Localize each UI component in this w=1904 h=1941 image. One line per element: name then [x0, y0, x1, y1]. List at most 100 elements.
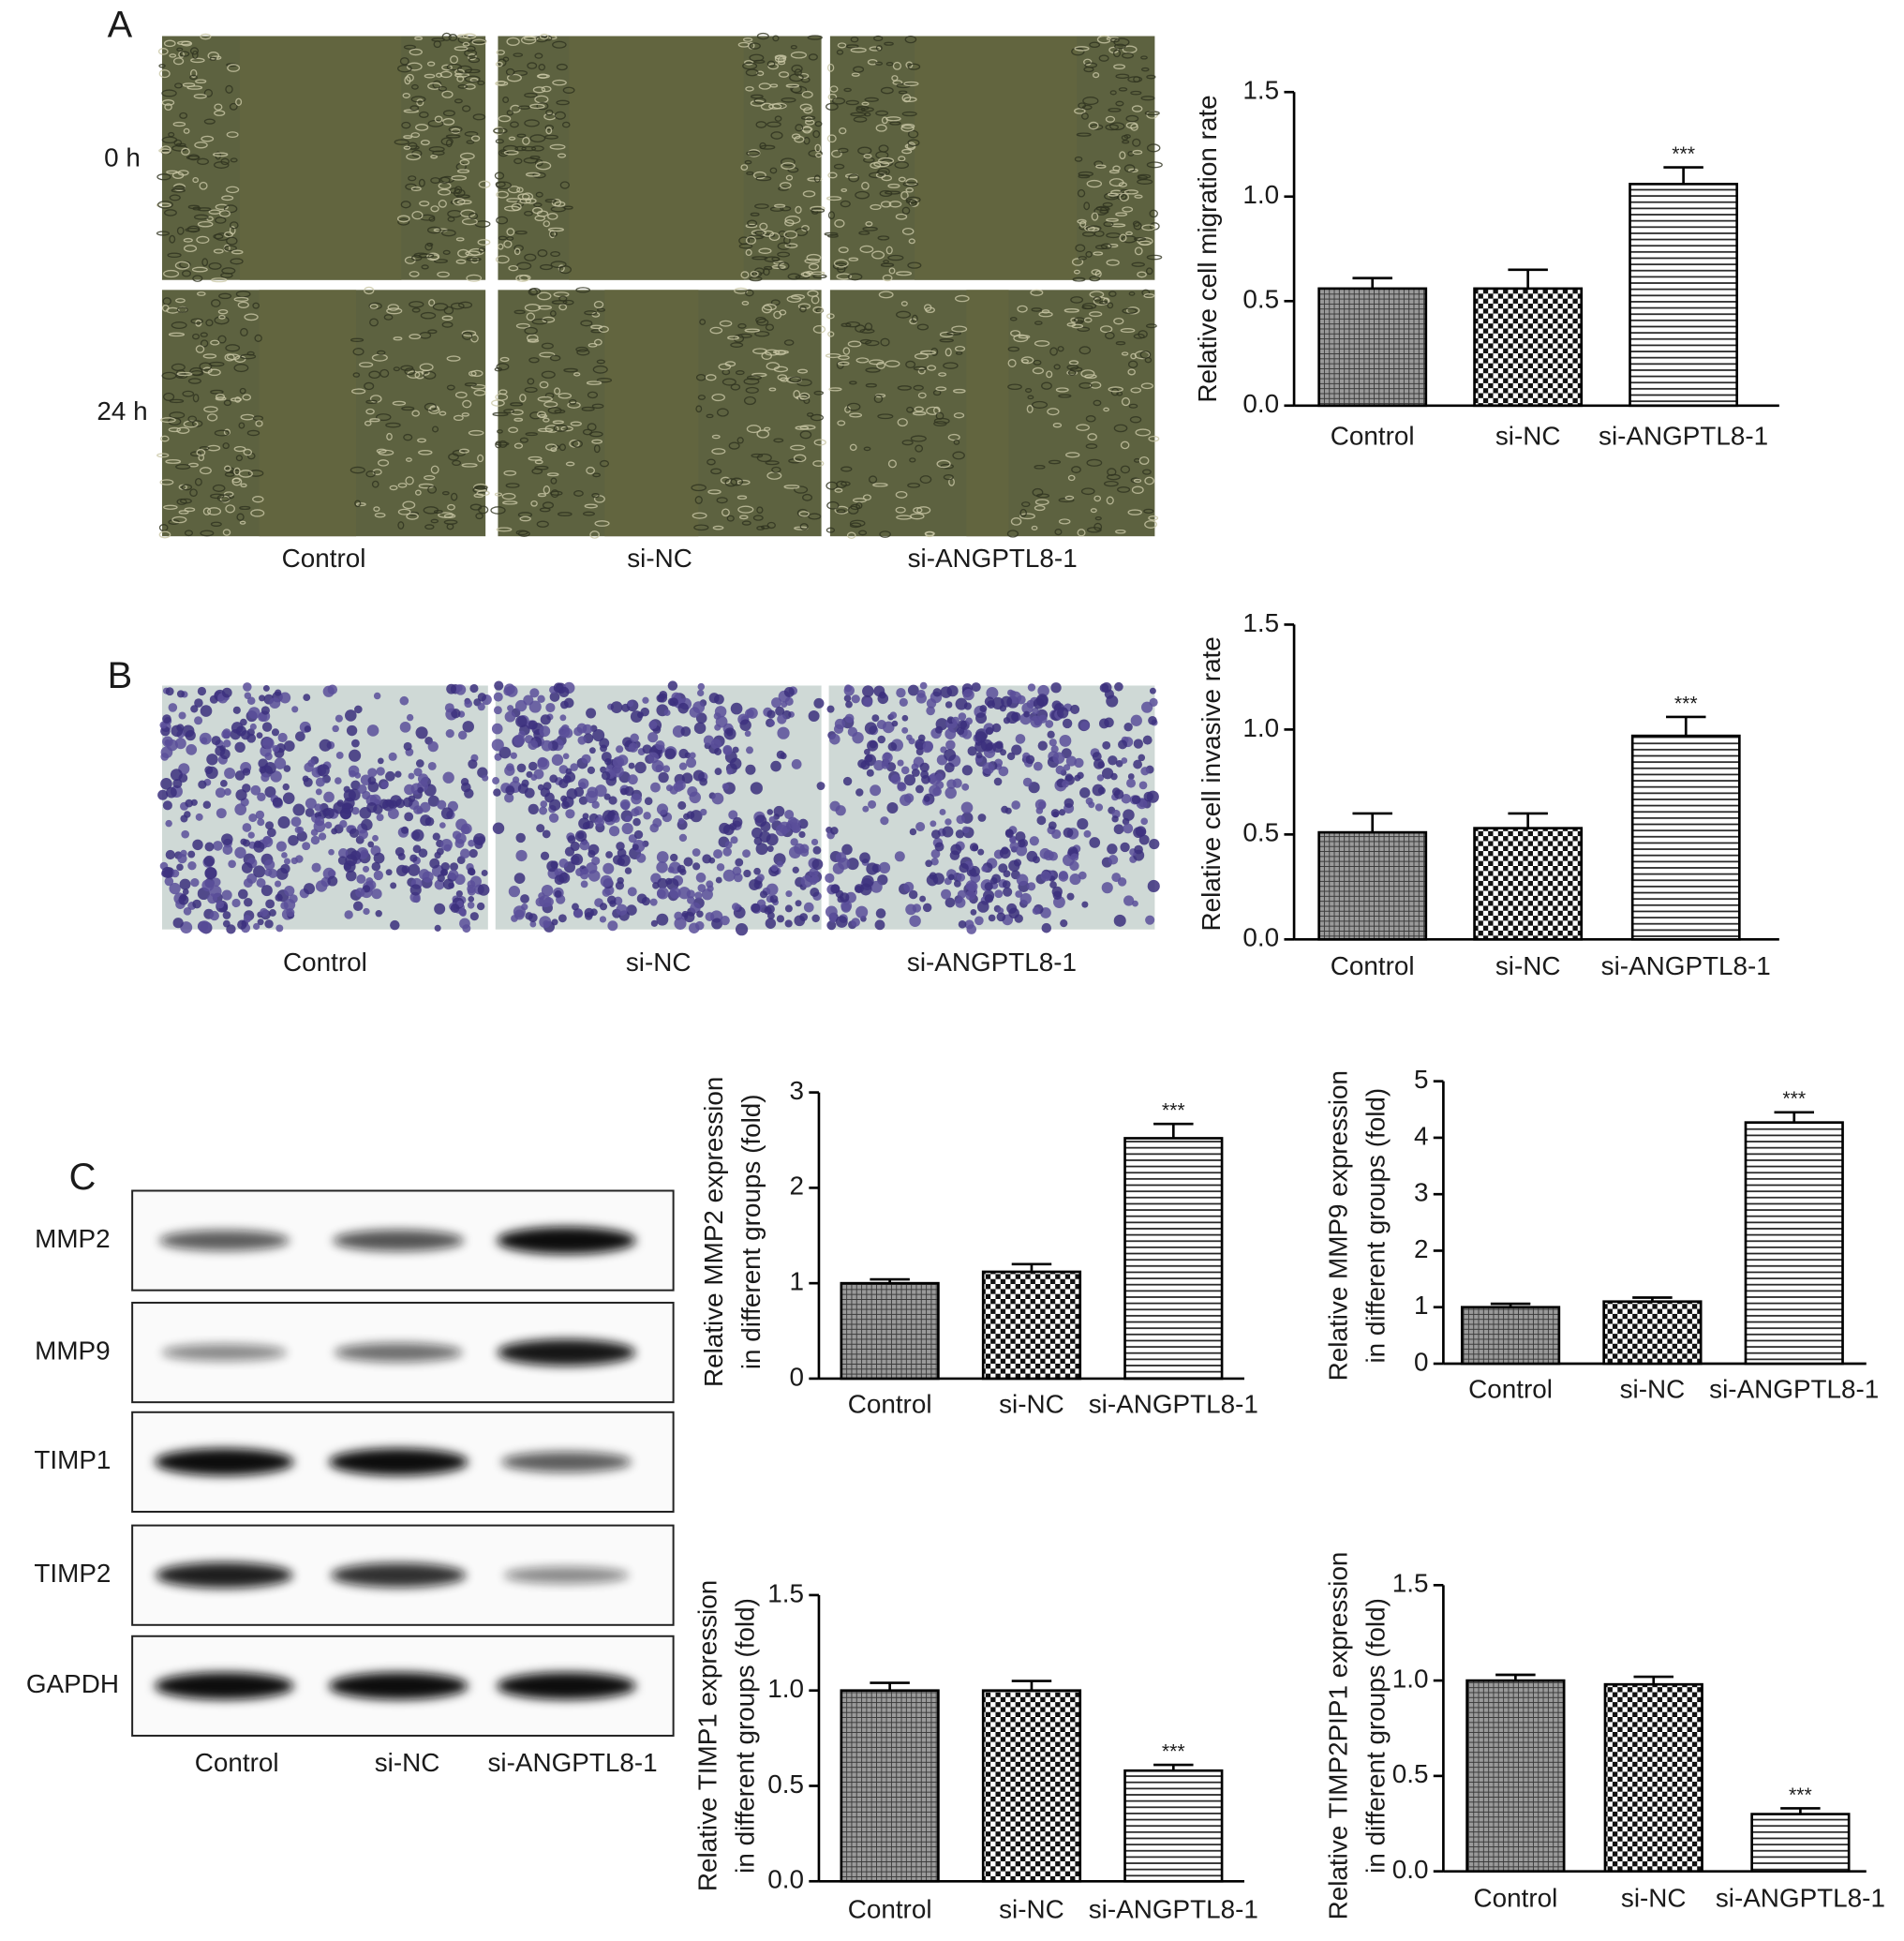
cell — [469, 212, 479, 220]
cell — [540, 851, 550, 860]
cell — [584, 310, 598, 316]
cell — [503, 686, 513, 696]
cell — [862, 685, 874, 697]
cell — [408, 772, 415, 780]
cell — [513, 245, 524, 252]
cell — [763, 303, 777, 311]
cell — [923, 796, 930, 802]
cell — [439, 176, 451, 185]
blot-band — [331, 1562, 467, 1588]
cell — [1120, 440, 1130, 450]
cell — [206, 754, 218, 766]
cell — [633, 829, 644, 840]
cell — [600, 744, 607, 753]
cell — [1015, 890, 1023, 898]
cell — [210, 389, 224, 395]
cell — [1095, 164, 1107, 169]
cell — [374, 512, 386, 518]
cell — [810, 413, 825, 422]
cell — [283, 765, 291, 772]
cell — [1005, 710, 1019, 724]
cell — [399, 721, 411, 733]
cell — [290, 857, 299, 865]
cell — [1115, 340, 1126, 346]
cell — [513, 157, 523, 165]
cell — [252, 302, 260, 309]
cell — [967, 746, 977, 756]
cell — [349, 749, 362, 762]
cell — [159, 435, 170, 442]
cell — [427, 329, 438, 335]
cell — [848, 257, 859, 261]
cell — [695, 373, 707, 381]
cell — [549, 354, 561, 362]
cell — [784, 810, 795, 820]
cell — [936, 459, 951, 469]
cell — [998, 766, 1009, 777]
cell — [283, 740, 295, 752]
cell — [559, 181, 570, 189]
cell — [590, 908, 598, 917]
cell — [799, 523, 809, 530]
cell — [800, 874, 813, 888]
cell — [1083, 202, 1091, 211]
cell — [588, 870, 601, 882]
cell — [771, 466, 781, 473]
cell — [348, 788, 361, 801]
cell — [200, 332, 208, 337]
cell — [376, 448, 387, 454]
cell — [1099, 300, 1108, 305]
cell — [418, 450, 433, 455]
cell — [496, 80, 506, 86]
cell — [199, 446, 210, 451]
cell — [404, 76, 411, 85]
cell — [812, 845, 822, 855]
cell — [766, 709, 776, 719]
cell — [272, 797, 283, 808]
cell — [917, 392, 927, 399]
cell — [770, 299, 781, 306]
cell — [1007, 359, 1017, 367]
cell — [855, 501, 863, 510]
cell — [181, 484, 193, 491]
cell — [724, 478, 737, 487]
cell — [1033, 359, 1042, 366]
x-tick-label: si-NC — [1621, 1884, 1687, 1913]
cell — [162, 800, 172, 811]
cell — [457, 84, 469, 89]
micrograph — [493, 32, 827, 282]
cell — [896, 515, 913, 520]
cell — [863, 748, 870, 755]
cell — [363, 907, 370, 916]
cell — [465, 45, 476, 52]
cell — [423, 370, 437, 380]
cell — [687, 786, 698, 798]
cell — [558, 914, 567, 923]
cell — [901, 726, 909, 734]
cell — [446, 384, 455, 391]
cell — [404, 784, 415, 796]
cell — [207, 52, 220, 60]
cell — [602, 862, 615, 874]
cell — [234, 770, 245, 781]
cell — [186, 85, 203, 90]
cell — [171, 188, 186, 193]
cell — [490, 506, 506, 515]
cell — [242, 768, 251, 776]
cell — [175, 298, 186, 304]
cell — [337, 856, 348, 865]
bar — [1602, 1300, 1703, 1366]
cell — [1085, 250, 1093, 258]
cell — [881, 174, 893, 182]
cell — [161, 89, 177, 97]
cell — [1123, 189, 1138, 195]
cell — [711, 393, 725, 402]
cell — [1149, 687, 1156, 694]
cell — [1140, 817, 1148, 826]
cell — [403, 145, 411, 150]
cell — [939, 809, 946, 815]
x-tick-label: Control — [1331, 422, 1415, 451]
cell — [264, 919, 274, 929]
cell — [565, 461, 575, 467]
cell — [515, 274, 529, 282]
